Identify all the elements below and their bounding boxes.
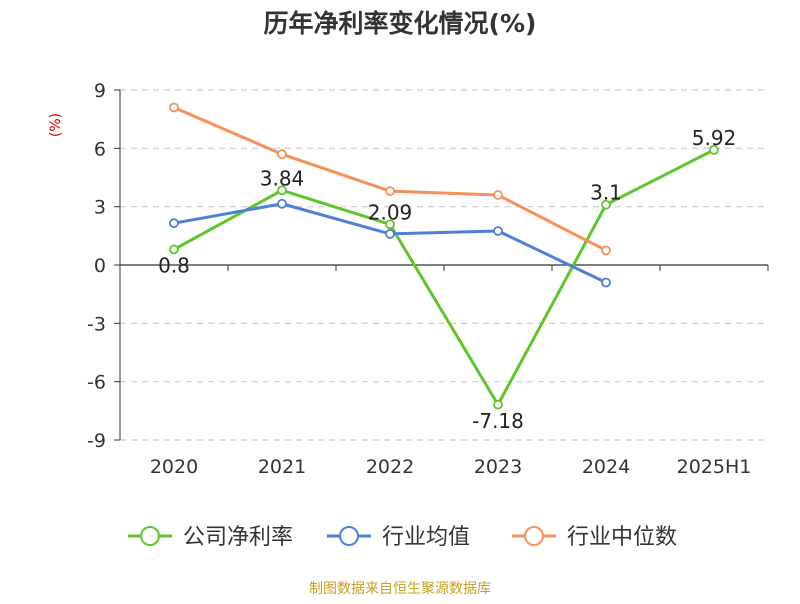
legend-label: 公司净利率 <box>183 525 293 550</box>
data-point <box>169 102 179 113</box>
axis-layer: 9 6 3 0 -3 -6 -9 2020 2021 2022 2023 2024 2025H1 <box>87 80 769 478</box>
x-tick-label: 2022 <box>366 456 414 478</box>
x-tick-label: 2021 <box>258 456 306 478</box>
data-point <box>601 245 611 256</box>
legend-marker <box>524 526 544 546</box>
data-point <box>385 228 395 239</box>
legend-marker <box>140 526 160 546</box>
chart-title: 历年净利率变化情况(%) <box>264 9 537 38</box>
data-point <box>601 277 611 288</box>
data-label: 3.1 <box>590 181 622 205</box>
data-point <box>709 144 719 155</box>
y-tick-label: -9 <box>87 430 106 452</box>
legend-label: 行业中位数 <box>567 525 677 550</box>
data-point <box>277 198 287 209</box>
grid-layer <box>120 89 768 441</box>
data-point <box>385 186 395 197</box>
x-tick-label: 2020 <box>150 456 198 478</box>
x-tick-label: 2025H1 <box>677 456 752 478</box>
data-point <box>493 399 503 410</box>
legend: 公司净利率 行业均值 行业中位数 <box>128 525 677 550</box>
data-label-layer: 0.8 3.84 2.09 -7.18 3.1 5.92 <box>158 126 736 433</box>
legend-marker <box>339 526 359 546</box>
series-layer <box>169 102 719 410</box>
data-point <box>277 149 287 160</box>
data-label: 5.92 <box>692 126 737 150</box>
y-tick-label: 9 <box>94 80 106 102</box>
data-point <box>601 199 611 210</box>
data-point <box>493 190 503 200</box>
legend-label: 行业均值 <box>382 525 470 550</box>
y-tick-label: 3 <box>94 197 106 219</box>
source-note: 制图数据来自恒生聚源数据库 <box>309 581 491 597</box>
data-label: -7.18 <box>472 409 524 433</box>
data-label: 0.8 <box>158 254 190 278</box>
series-line <box>173 148 715 407</box>
y-axis-label: (%) <box>48 113 64 137</box>
data-point <box>385 219 395 230</box>
data-point <box>169 244 179 255</box>
x-tick-label: 2023 <box>474 456 522 478</box>
y-tick-label: -6 <box>87 372 106 394</box>
data-point <box>169 218 179 229</box>
data-point <box>277 185 287 196</box>
y-tick-label: -3 <box>87 313 106 335</box>
data-point <box>493 226 503 236</box>
y-tick-label: 0 <box>94 255 106 277</box>
y-tick-label: 6 <box>94 138 106 160</box>
data-label: 2.09 <box>368 200 413 224</box>
x-tick-label: 2024 <box>582 456 630 478</box>
data-label: 3.84 <box>260 166 305 190</box>
